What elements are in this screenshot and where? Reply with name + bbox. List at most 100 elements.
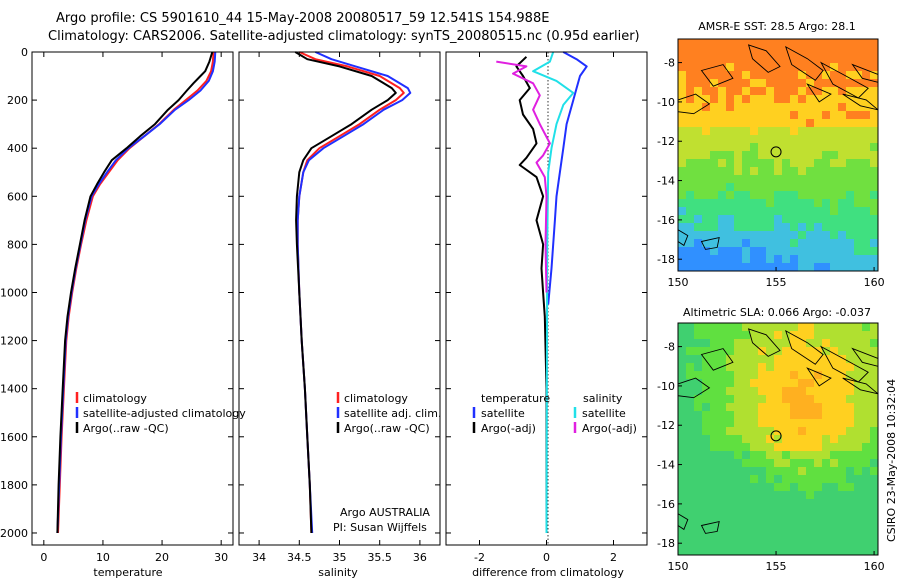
heatmap-cell [870, 363, 878, 371]
heatmap-cell [782, 159, 790, 167]
heatmap-cell [694, 507, 702, 515]
heatmap-cell [806, 175, 814, 183]
difference-xlabel: difference from climatology [472, 566, 624, 579]
heatmap-cell [734, 435, 742, 443]
heatmap-cell [766, 215, 774, 223]
heatmap-cell [838, 79, 846, 87]
heatmap-cell [790, 39, 798, 47]
heatmap-cell [870, 63, 878, 71]
heatmap-cell [814, 183, 822, 191]
heatmap-cell [862, 239, 870, 247]
heatmap-cell [710, 539, 718, 547]
heatmap-cell [726, 175, 734, 183]
heatmap-cell [686, 547, 694, 555]
heatmap-cell [822, 499, 830, 507]
heatmap-cell [782, 427, 790, 435]
heatmap-cell [702, 387, 710, 395]
x-tick-label: 0 [40, 551, 47, 564]
heatmap-cell [766, 199, 774, 207]
pi-label: PI: Susan Wijffels [333, 521, 427, 534]
heatmap-cell [758, 491, 766, 499]
heatmap-cell [766, 435, 774, 443]
heatmap-cell [846, 103, 854, 111]
heatmap-cell [774, 159, 782, 167]
heatmap-cell [862, 435, 870, 443]
heatmap-cell [854, 411, 862, 419]
heatmap-cell [798, 323, 806, 331]
heatmap-cell [766, 247, 774, 255]
heatmap-cell [782, 371, 790, 379]
heatmap-cell [726, 395, 734, 403]
heatmap-cell [830, 475, 838, 483]
heatmap-cell [854, 215, 862, 223]
heatmap-cell [814, 175, 822, 183]
heatmap-cell [678, 443, 686, 451]
heatmap-cell [814, 443, 822, 451]
heatmap-cell [822, 55, 830, 63]
heatmap-cell [862, 411, 870, 419]
heatmap-cell [686, 435, 694, 443]
heatmap-cell [846, 231, 854, 239]
heatmap-cell [854, 371, 862, 379]
heatmap-cell [854, 395, 862, 403]
heatmap-cell [678, 119, 686, 127]
heatmap-cell [678, 183, 686, 191]
heatmap-cell [790, 507, 798, 515]
heatmap-cell [830, 183, 838, 191]
heatmap-cell [870, 339, 878, 347]
series-line-argo [56, 51, 214, 534]
heatmap-cell [774, 355, 782, 363]
heatmap-cell [774, 507, 782, 515]
heatmap-cell [798, 175, 806, 183]
heatmap-cell [718, 531, 726, 539]
heatmap-cell [862, 191, 870, 199]
heatmap-cell [870, 151, 878, 159]
heatmap-cell [766, 63, 774, 71]
heatmap-cell [822, 119, 830, 127]
heatmap-cell [798, 159, 806, 167]
heatmap-cell [806, 79, 814, 87]
heatmap-cell [702, 435, 710, 443]
heatmap-cell [846, 55, 854, 63]
heatmap-cell [782, 255, 790, 263]
heatmap-cell [862, 95, 870, 103]
heatmap-cell [822, 547, 830, 555]
heatmap-cell [774, 127, 782, 135]
heatmap-cell [742, 95, 750, 103]
heatmap-cell [862, 207, 870, 215]
heatmap-cell [766, 459, 774, 467]
heatmap-cell [710, 355, 718, 363]
heatmap-cell [694, 427, 702, 435]
heatmap-cell [806, 143, 814, 151]
heatmap-cell [830, 199, 838, 207]
heatmap-cell [814, 435, 822, 443]
heatmap-cell [814, 159, 822, 167]
x-tick-label: 155 [766, 276, 787, 289]
heatmap-cell [870, 539, 878, 547]
heatmap-cell [862, 339, 870, 347]
heatmap-cell [862, 263, 870, 271]
heatmap-cell [742, 499, 750, 507]
heatmap-cell [742, 371, 750, 379]
heatmap-cell [854, 459, 862, 467]
heatmap-cell [814, 215, 822, 223]
heatmap-cell [822, 223, 830, 231]
y-tick-label: -12 [657, 419, 675, 432]
heatmap-cell [814, 523, 822, 531]
heatmap-cell [678, 451, 686, 459]
heatmap-cell [806, 443, 814, 451]
heatmap-cell [782, 507, 790, 515]
heatmap-cell [854, 103, 862, 111]
heatmap-cell [838, 459, 846, 467]
heatmap-cell [782, 47, 790, 55]
legend-temperature-header: temperature [481, 392, 550, 405]
heatmap-cell [742, 215, 750, 223]
heatmap-cell [870, 175, 878, 183]
heatmap-cell [678, 331, 686, 339]
heatmap-cell [862, 403, 870, 411]
salinity-legend: climatology satellite adj. clim. Argo(..… [336, 392, 441, 435]
heatmap-cell [766, 39, 774, 47]
heatmap-cell [710, 507, 718, 515]
heatmap-cell [854, 435, 862, 443]
heatmap-cell [806, 167, 814, 175]
